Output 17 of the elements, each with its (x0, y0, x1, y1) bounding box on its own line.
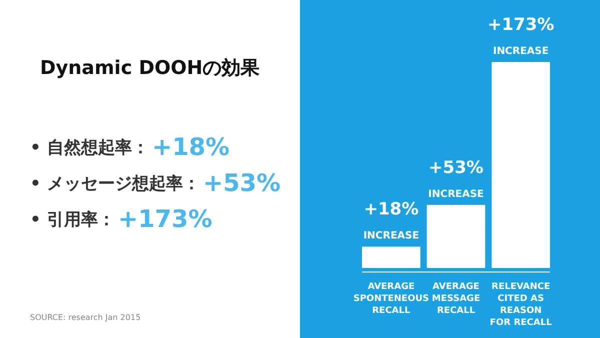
source-note: SOURCE: research Jan 2015 (30, 313, 141, 322)
text: Dynamic DOOHの効果 (40, 57, 261, 79)
data-label: +53% (428, 158, 484, 178)
text: • 自然想起率： (30, 138, 149, 158)
annotation: INCREASE (492, 46, 549, 57)
text: • 引用率： (30, 210, 115, 230)
x-tick-label: AVERAGE MESSAGE RECALL (432, 282, 480, 316)
text: +53% (203, 169, 281, 197)
text: +173% (118, 205, 212, 233)
annotation: INCREASE (428, 188, 484, 200)
annotation: INCREASE (363, 230, 420, 242)
x-tick-label: RELEVANCE CITED AS REASON FOR RECALL (490, 282, 552, 328)
x-tick-label: AVERAGE SPONTENEOUS RECALL (353, 282, 430, 316)
data-label: +18% (364, 200, 419, 220)
text: • メッセージ想起率： (30, 174, 200, 194)
text: +18% (152, 133, 230, 161)
data-label: +173% (487, 15, 554, 35)
